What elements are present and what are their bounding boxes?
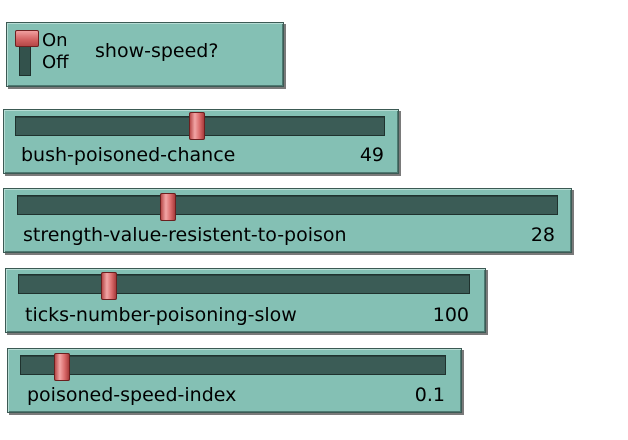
slider-bush-poisoned-chance[interactable]: bush-poisoned-chance 49 — [3, 109, 399, 174]
switch-on-label: On — [42, 30, 68, 51]
slider-thumb[interactable] — [54, 353, 70, 381]
slider-value: 100 — [432, 304, 469, 326]
slider-track[interactable] — [17, 195, 558, 215]
slider-label: poisoned-speed-index — [27, 384, 237, 406]
slider-label: ticks-number-poisoning-slow — [25, 304, 297, 326]
slider-track[interactable] — [20, 355, 446, 375]
slider-label: bush-poisoned-chance — [21, 144, 236, 166]
slider-track[interactable] — [18, 274, 470, 294]
slider-value: 49 — [359, 144, 384, 166]
slider-value: 0.1 — [414, 384, 445, 406]
slider-thumb[interactable] — [101, 272, 117, 300]
slider-poisoned-speed-index[interactable]: poisoned-speed-index 0.1 — [7, 348, 462, 413]
slider-thumb[interactable] — [160, 193, 176, 221]
slider-value: 28 — [530, 224, 555, 246]
slider-label: strength-value-resistent-to-poison — [23, 224, 347, 246]
slider-ticks-number-poisoning-slow[interactable]: ticks-number-poisoning-slow 100 — [5, 268, 486, 333]
slider-strength-value-resistent-to-poison[interactable]: strength-value-resistent-to-poison 28 — [3, 188, 572, 253]
switch-off-label: Off — [42, 52, 69, 73]
slider-thumb[interactable] — [189, 112, 205, 140]
switch-knob[interactable] — [15, 30, 39, 47]
switch-label: show-speed? — [95, 40, 219, 62]
show-speed-switch[interactable]: On Off show-speed? — [6, 22, 284, 87]
